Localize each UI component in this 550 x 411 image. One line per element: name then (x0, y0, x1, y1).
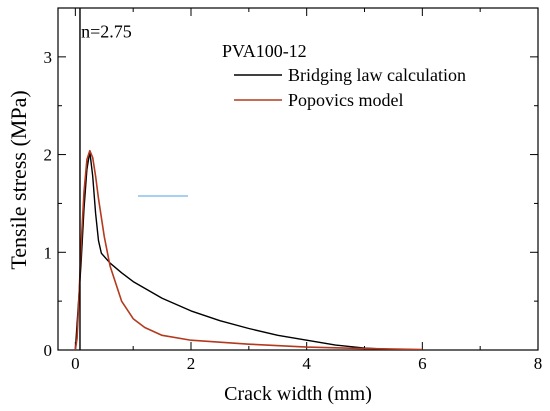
legend-label-bridging: Bridging law calculation (288, 65, 466, 85)
series-line-bridging (74, 150, 423, 350)
x-tick-label: 6 (418, 354, 427, 373)
y-tick-label: 2 (44, 146, 53, 165)
series-layer (74, 8, 423, 350)
x-tick-label: 4 (302, 354, 311, 373)
axis-ticks (58, 8, 539, 351)
x-tick-label: 0 (71, 354, 80, 373)
plot-frame (57, 7, 539, 351)
legend: PVA100-12 Bridging law calculation Popov… (222, 41, 466, 110)
y-tick-label: 1 (44, 243, 53, 262)
y-tick-label: 3 (44, 48, 53, 67)
series-line-popovics (74, 149, 423, 350)
x-tick-label: 2 (187, 354, 196, 373)
legend-label-popovics: Popovics model (288, 90, 404, 110)
y-tick-label: 0 (44, 341, 53, 360)
x-axis-label: Crack width (mm) (224, 383, 372, 405)
tick-labels: 0 2 4 6 8 0 1 2 3 (44, 48, 543, 373)
annotation-n: n=2.75 (81, 21, 132, 41)
x-tick-label: 8 (534, 354, 543, 373)
y-axis-label: Tensile stress (MPa) (6, 90, 31, 269)
legend-title: PVA100-12 (222, 41, 307, 61)
